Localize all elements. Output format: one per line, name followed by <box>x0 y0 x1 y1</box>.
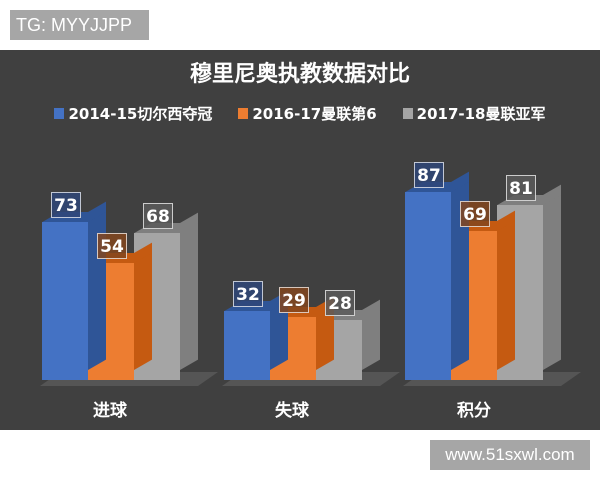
bar <box>405 171 469 380</box>
data-label: 73 <box>51 192 81 219</box>
legend-item-0: 2014-15切尔西夺冠 <box>54 103 212 124</box>
watermark-top: TG: MYYJJPP <box>10 10 149 40</box>
data-label: 32 <box>233 280 263 307</box>
legend-swatch-gray <box>402 108 413 119</box>
category-label: 失球 <box>275 401 309 421</box>
legend-swatch-blue <box>54 108 65 119</box>
data-label: 68 <box>143 203 173 230</box>
data-label: 81 <box>506 175 536 202</box>
bar <box>42 201 106 380</box>
data-label: 69 <box>460 200 490 227</box>
chart-title: 穆里尼奥执教数据对比 <box>189 62 410 87</box>
bar <box>224 290 288 380</box>
legend-label: 2014-15切尔西夺冠 <box>68 105 213 123</box>
legend-item-1: 2016-17曼联第6 <box>238 103 377 124</box>
category-label: 积分 <box>457 401 491 421</box>
category-label: 进球 <box>93 401 127 421</box>
data-label: 29 <box>279 287 309 314</box>
legend-swatch-orange <box>238 108 249 119</box>
legend-item-2: 2017-18曼联亚军 <box>402 103 546 124</box>
data-label: 87 <box>414 162 444 189</box>
legend-label: 2016-17曼联第6 <box>252 105 377 123</box>
data-label: 28 <box>325 289 355 316</box>
legend: 2014-15切尔西夺冠 2016-17曼联第6 2017-18曼联亚军 <box>0 103 600 124</box>
data-label: 54 <box>97 233 127 260</box>
legend-label: 2017-18曼联亚军 <box>416 105 546 123</box>
watermark-bottom: www.51sxwl.com <box>430 440 590 470</box>
